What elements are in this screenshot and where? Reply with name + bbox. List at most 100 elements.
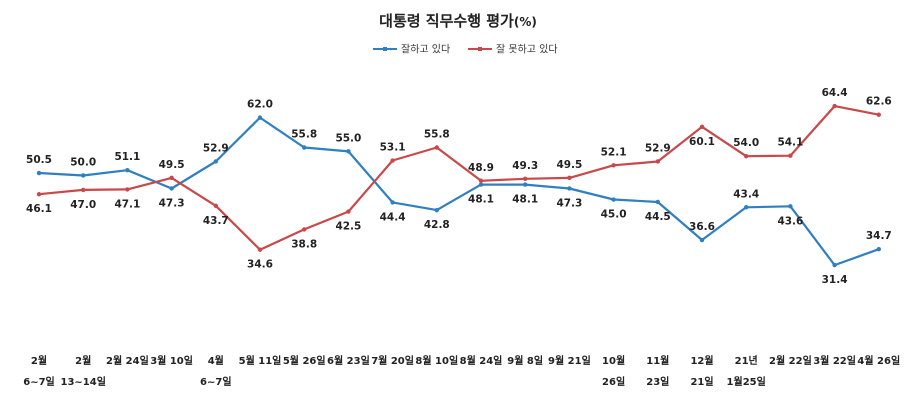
series-2-point-3 [125,187,130,192]
series-2-label-1: 46.1 [26,203,52,215]
series-2-point-8 [346,209,351,214]
series-2-label-17: 54.0 [733,137,759,149]
x-tick-label-11: 8월 24일 [460,354,503,367]
series-1-label-14: 45.0 [601,209,627,221]
series-1-point-12 [523,182,528,187]
series-1-label-12: 48.1 [512,194,538,206]
series-2-label-3: 47.1 [114,198,140,210]
series-1-label-11: 48.1 [468,194,494,206]
legend-marker-1 [383,47,387,51]
series-2-point-14 [611,163,616,168]
series-2-point-12 [523,176,528,182]
series-1-label-20: 34.7 [866,230,892,242]
x-tick-label-2: 2월 13~14일 [60,355,105,388]
series-1-label-5: 52.9 [203,142,229,154]
series-1-point-7 [302,145,307,150]
x-tick-label-5: 4월 6~7일 [200,355,232,388]
series-1-label-8: 55.0 [335,132,361,144]
x-tick-label-18: 2월 22일 [769,354,812,367]
series-1-point-1 [36,170,42,176]
series-2-point-11 [478,178,484,183]
series-1-label-2: 50.0 [70,156,96,168]
series-2-point-16 [699,124,705,129]
series-line-1 [38,116,880,267]
series-line-2 [38,104,880,251]
series-1-point-5 [213,159,218,164]
series-2-label-15: 52.9 [645,142,671,154]
series-1-label-4: 47.3 [159,197,185,209]
x-tick-label-10: 8월 10일 [415,354,458,367]
x-tick-label-7: 5월 26일 [283,354,326,367]
x-tick-label-4: 3월 10일 [150,354,193,367]
legend-label-2: 잘 못하고 있다 [496,43,558,56]
legend: 잘하고 있다 잘 못하고 있다 [373,43,558,56]
x-tick-label-12: 9월 8일 [507,354,543,367]
legend-marker-2 [478,47,482,51]
series-1-label-16: 36.6 [689,221,715,233]
chart-title: 대통령 직무수행 평가(%) [379,12,537,30]
series-2-label-10: 55.8 [424,129,450,141]
series-1-point-11 [478,182,484,187]
series-2-label-8: 42.5 [335,221,361,233]
x-tick-label-13: 9월 21일 [548,354,591,367]
x-tick-label-15: 11월 23일 [646,355,669,388]
series-2-label-11: 48.9 [468,162,494,174]
series-1-point-9 [390,200,395,205]
series-2-point-13 [567,175,572,181]
series-2-point-10 [434,145,439,150]
series-2-point-19 [832,103,837,109]
series-2-point-20 [876,112,881,117]
series-1-label-1: 50.5 [26,154,52,166]
x-tick-label-19: 3월 22일 [813,354,856,367]
series-1-point-4 [169,186,174,191]
series-1-point-16 [699,237,705,243]
series-1-label-13: 47.3 [556,197,582,209]
series-2-point-2 [81,187,86,193]
series-2-point-9 [390,158,395,163]
series-1-label-18: 43.6 [777,215,803,227]
series-2-point-18 [788,153,793,158]
x-tick-label-8: 6월 23일 [327,354,370,367]
series-2-point-17 [744,153,749,159]
series-1-label-15: 44.5 [645,211,671,223]
x-tick-label-6: 5월 11일 [239,354,282,367]
x-tick-label-17: 21년 1월25일 [727,354,766,388]
series-2-label-9: 53.1 [380,142,406,154]
series-2-label-6: 34.6 [247,259,273,271]
series-1-label-3: 51.1 [114,151,140,163]
x-tick-label-16: 12월 21일 [690,355,713,388]
series-1-point-8 [346,149,351,154]
series-1-point-3 [125,167,130,173]
x-tick-label-1: 2월 6~7일 [23,355,55,388]
series-2-label-14: 52.1 [601,146,627,158]
x-tick-label-9: 7월 20일 [371,354,414,367]
x-tick-label-14: 10월 26일 [602,355,625,388]
series-1-point-20 [876,246,881,252]
series-2-point-5 [213,203,218,209]
series-2-point-7 [302,227,307,232]
series-2-label-2: 47.0 [70,199,96,211]
series-1-point-14 [611,197,616,202]
series-2-label-16: 60.1 [689,136,715,148]
series-1-point-10 [434,207,439,213]
plot-area: 50.5 50.0 51.1 47.3 52.9 62.0 55.8 55.0 44.4 42.8… [26,87,892,286]
series-2-point-6 [257,247,263,252]
x-tick-label-20: 4월 26일 [857,354,900,367]
series-2-label-20: 62.6 [866,96,892,108]
series-1-label-7: 55.8 [291,129,317,141]
series-2-point-4 [169,175,174,181]
series-1-label-6: 62.0 [247,99,273,111]
series-2-label-12: 49.3 [512,160,538,172]
series-2-point-1 [36,192,42,197]
series-1-point-6 [257,115,263,120]
series-1-label-9: 44.4 [380,211,406,223]
series-2-label-4: 49.5 [159,159,185,171]
series-2-label-18: 54.1 [777,137,803,149]
series-1-label-10: 42.8 [424,219,450,231]
series-1-point-15 [655,199,660,205]
series-1-point-2 [81,173,86,178]
series-2-label-19: 64.4 [822,87,848,99]
series-2-label-7: 38.8 [291,238,317,250]
